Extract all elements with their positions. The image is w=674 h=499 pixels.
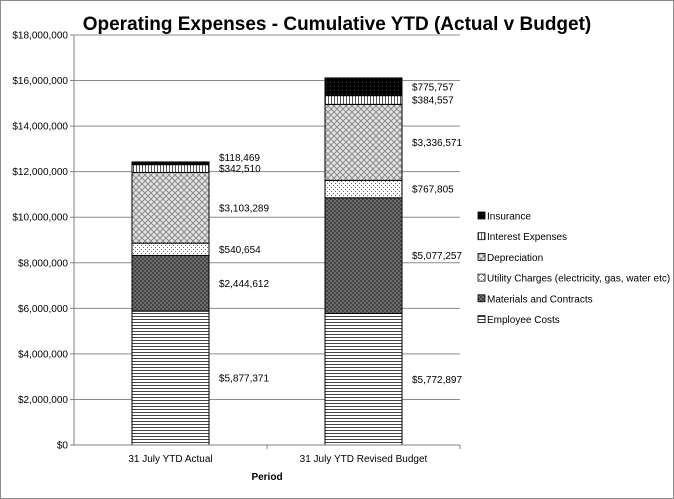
- y-tick-label: $14,000,000: [12, 122, 68, 133]
- chart-title: Operating Expenses - Cumulative YTD (Act…: [83, 14, 592, 35]
- bars: [131, 77, 403, 446]
- y-tick-label: $16,000,000: [12, 76, 68, 87]
- data-label: $2,444,612: [219, 279, 269, 290]
- bar-segment-employee-costs: [324, 313, 403, 446]
- data-label: $384,557: [412, 95, 454, 106]
- data-label: $342,510: [219, 164, 261, 175]
- data-label: $775,757: [412, 82, 454, 93]
- y-tick-label: $10,000,000: [12, 213, 68, 224]
- y-tick-label: $0: [57, 441, 69, 452]
- bar-segment-interest-expenses: [324, 95, 403, 105]
- bar-segment-interest-expenses: [131, 164, 210, 173]
- legend-swatch: [477, 232, 486, 241]
- legend-swatch: [477, 315, 486, 323]
- data-labels: $5,877,371 $2,444,612 $540,654 $3,103,289 $3…: [219, 82, 462, 385]
- data-label: $5,077,257: [412, 251, 462, 262]
- bar-segment-employee-costs: [131, 310, 210, 446]
- legend-swatch: [477, 252, 486, 261]
- legend-label: Utility Charges (electricity, gas, water…: [487, 274, 670, 285]
- y-tick-label: $2,000,000: [18, 395, 68, 406]
- bar-segment-insurance: [131, 161, 210, 166]
- y-tick-label: $8,000,000: [18, 258, 68, 269]
- y-tick-label: $4,000,000: [18, 349, 68, 360]
- legend-label: Materials and Contracts: [487, 294, 593, 305]
- x-axis-title: Period: [251, 472, 282, 483]
- bar-segment-utility-charges-electricity-gas-water-etc: [324, 179, 403, 199]
- legend-label: Depreciation: [487, 253, 543, 264]
- y-tick-label: $12,000,000: [12, 167, 68, 178]
- data-label: $5,877,371: [219, 374, 269, 385]
- data-label: $3,103,289: [219, 203, 269, 214]
- x-axis-categories: 31 July YTD Actual 31 July YTD Revised Bu…: [128, 445, 461, 465]
- legend-swatch: [477, 211, 486, 220]
- bar-segment-insurance: [324, 77, 403, 97]
- data-label: $3,336,571: [412, 138, 462, 149]
- data-label: $118,469: [219, 153, 260, 164]
- legend-swatch: [477, 273, 486, 282]
- data-label: $5,772,897: [412, 375, 462, 386]
- data-label: $767,805: [412, 185, 454, 196]
- y-axis-ticks: $0 $2,000,000 $4,000,000 $6,000,000 $8,000,0…: [12, 31, 74, 452]
- legend-swatch: [477, 294, 486, 303]
- data-label: $540,654: [219, 245, 261, 256]
- legend-label: Employee Costs: [487, 315, 560, 326]
- bar-segment-depreciation: [324, 103, 403, 181]
- legend-label: Interest Expenses: [487, 232, 567, 243]
- x-category-label: 31 July YTD Revised Budget: [300, 454, 428, 465]
- bar-segment-materials-and-contracts: [131, 254, 210, 312]
- bar-segment-materials-and-contracts: [324, 197, 403, 315]
- legend: Insurance Interest Expenses Depreciation Ut…: [477, 211, 670, 326]
- bar-segment-depreciation: [131, 171, 210, 244]
- legend-label: Insurance: [487, 212, 531, 223]
- y-tick-label: $18,000,000: [12, 31, 68, 42]
- bar-segment-utility-charges-electricity-gas-water-etc: [131, 242, 210, 256]
- y-tick-label: $6,000,000: [18, 304, 68, 315]
- x-category-label: 31 July YTD Actual: [128, 454, 212, 465]
